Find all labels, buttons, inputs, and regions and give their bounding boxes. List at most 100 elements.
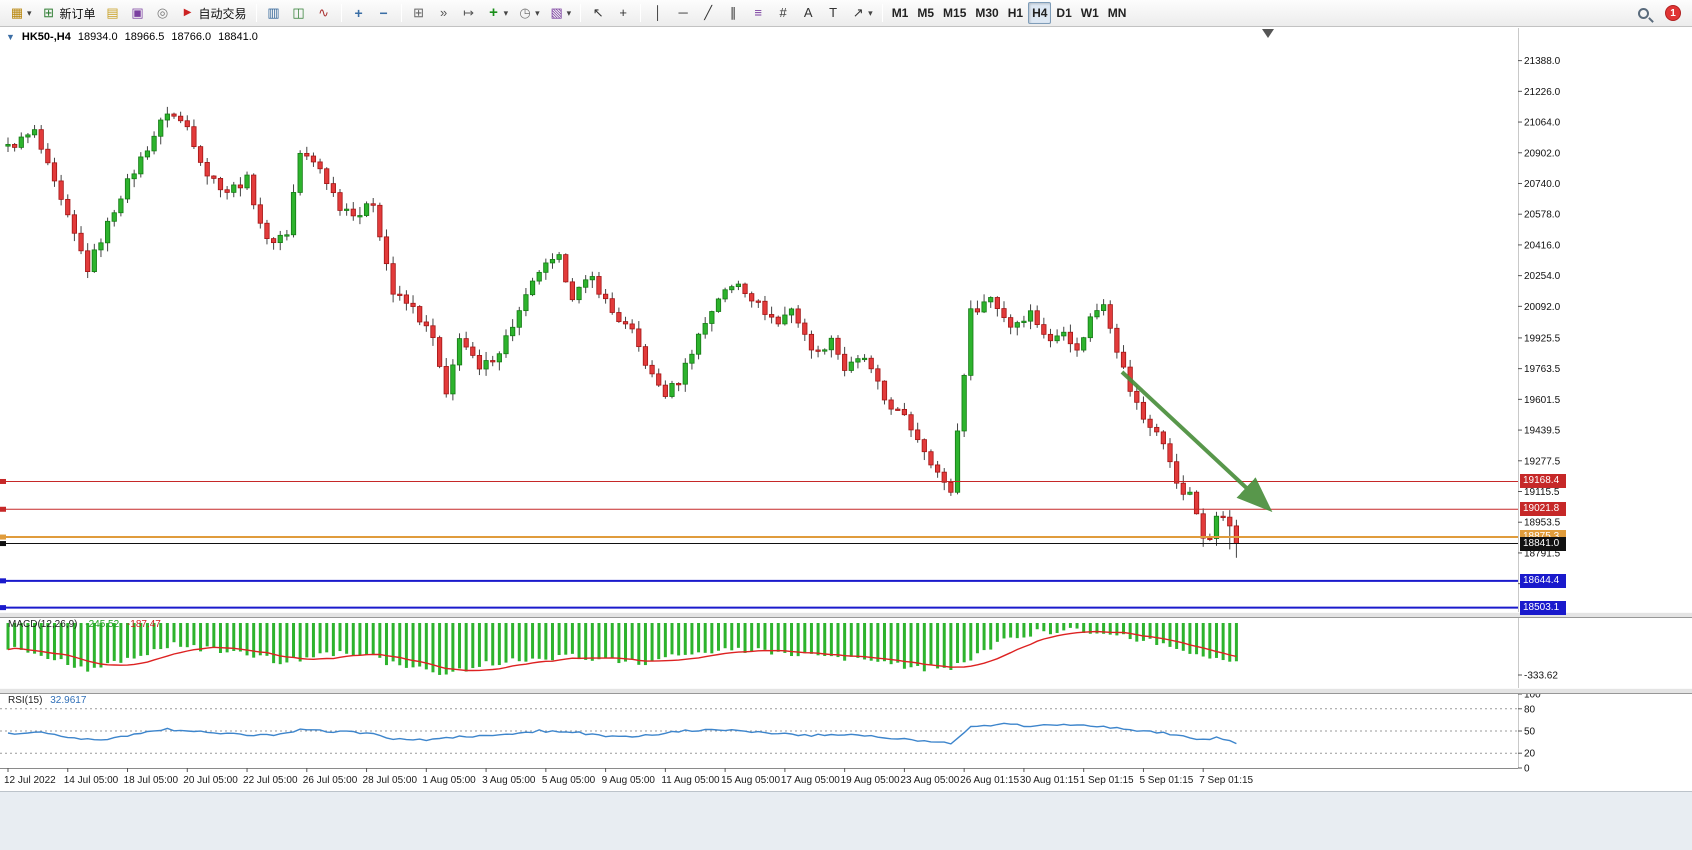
new-order-button[interactable]: ⊞ 新订单 bbox=[37, 2, 100, 24]
notification-badge[interactable]: 1 bbox=[1665, 5, 1681, 21]
price-axis-label: 20092.0 bbox=[1524, 302, 1561, 313]
price-axis-label: 20416.0 bbox=[1524, 240, 1561, 251]
price-axis-label: 20740.0 bbox=[1524, 179, 1561, 190]
autotrade-button[interactable]: ▶ 自动交易 bbox=[176, 2, 251, 24]
trend-arrow-annotation[interactable] bbox=[1120, 370, 1273, 513]
rsi-axis-label: 50 bbox=[1524, 727, 1536, 738]
timeframe-button-mn[interactable]: MN bbox=[1104, 2, 1131, 24]
grid-button[interactable]: # bbox=[771, 2, 795, 24]
price-axis-label: 20254.0 bbox=[1524, 271, 1561, 282]
fibonacci-button[interactable]: ≡ bbox=[746, 2, 770, 24]
crosshair-icon: + bbox=[619, 5, 627, 20]
horizontal-line-button[interactable]: ─ bbox=[671, 2, 695, 24]
horizontal-line-icon: ─ bbox=[678, 5, 688, 20]
price-axis-label: 19115.5 bbox=[1524, 487, 1560, 498]
new-chart-button[interactable]: ▦ ▾ bbox=[5, 2, 36, 24]
price-axis-label: 21388.0 bbox=[1524, 56, 1561, 67]
price-levels-layer bbox=[0, 478, 1518, 611]
text-label-button[interactable]: T bbox=[821, 2, 845, 24]
timeframe-button-m15[interactable]: M15 bbox=[939, 2, 970, 24]
pane-divider-rsi[interactable] bbox=[0, 688, 1692, 694]
price-axis-label: 20578.0 bbox=[1524, 210, 1561, 221]
time-axis-label: 1 Sep 01:15 bbox=[1080, 775, 1134, 786]
crosshair-button[interactable]: + bbox=[611, 2, 635, 24]
time-axis-label: 26 Aug 01:15 bbox=[960, 775, 1019, 786]
time-axis-label: 9 Aug 05:00 bbox=[602, 775, 656, 786]
new-order-icon: ⊞ bbox=[43, 5, 54, 20]
zoom-in-button[interactable]: + bbox=[347, 2, 371, 24]
indicators-button[interactable]: + ▾ bbox=[482, 2, 513, 24]
workspace-background bbox=[0, 791, 1692, 850]
time-axis-label: 11 Aug 05:00 bbox=[661, 775, 720, 786]
auto-scroll-button[interactable]: » bbox=[432, 2, 456, 24]
trendline-icon: ╱ bbox=[704, 5, 713, 20]
macd-name: MACD(12,26,9) bbox=[8, 619, 78, 630]
tile-windows-button[interactable]: ⊞ bbox=[407, 2, 431, 24]
candles-layer bbox=[5, 106, 1239, 558]
vertical-line-button[interactable]: │ bbox=[646, 2, 670, 24]
axes-layer: 21388.0 21226.0 21064.0 20902.0 20740.0 20578… bbox=[0, 28, 1561, 786]
timeframe-button-h1[interactable]: H1 bbox=[1004, 2, 1027, 24]
rsi-name: RSI(15) bbox=[8, 695, 43, 706]
time-axis-label: 28 Jul 05:00 bbox=[363, 775, 418, 786]
timeframe-group: M1 M5 M15 M30 H1 H4 D1 W1 MN bbox=[888, 2, 1131, 24]
bar-chart-button[interactable]: ▥ bbox=[262, 2, 286, 24]
profiles-button[interactable]: ▤ bbox=[101, 2, 125, 24]
templates-button[interactable]: ▧ ▾ bbox=[545, 2, 576, 24]
macd-layer: -333.62 bbox=[6, 623, 1558, 682]
zoom-out-icon: − bbox=[379, 5, 388, 21]
time-axis-label: 18 Jul 05:00 bbox=[124, 775, 179, 786]
autotrade-label: 自动交易 bbox=[198, 6, 247, 21]
arrows-tool-button[interactable]: ↗ ▾ bbox=[846, 2, 877, 24]
periods-caret-icon: ▾ bbox=[535, 7, 540, 18]
toolbar-separator bbox=[580, 4, 582, 22]
price-axis-label: 19277.5 bbox=[1524, 456, 1561, 467]
timeframe-button-h4[interactable]: H4 bbox=[1028, 2, 1052, 24]
time-axis-label: 7 Sep 01:15 bbox=[1199, 775, 1253, 786]
zoom-out-button[interactable]: − bbox=[372, 2, 396, 24]
timeframe-button-m5[interactable]: M5 bbox=[913, 2, 938, 24]
trendline-button[interactable]: ╱ bbox=[696, 2, 720, 24]
grid-icon: # bbox=[779, 5, 787, 20]
pane-divider-macd[interactable] bbox=[0, 612, 1692, 618]
vertical-line-icon: │ bbox=[654, 5, 663, 20]
line-chart-icon: ∿ bbox=[318, 5, 330, 20]
cursor-icon: ↖ bbox=[592, 5, 604, 20]
price-axis-label: 19925.5 bbox=[1524, 333, 1561, 344]
search-button[interactable] bbox=[1634, 2, 1657, 24]
time-axis-label: 20 Jul 05:00 bbox=[183, 775, 238, 786]
new-order-label: 新订单 bbox=[59, 6, 96, 21]
rsi-axis-label: 0 bbox=[1524, 764, 1530, 775]
indicators-caret-icon: ▾ bbox=[503, 7, 509, 18]
toolbar: ▦ ▾ ⊞ 新订单 ▤ ▣ ◎ ▶ 自动交易 ▥ ◫ ∿ + − ⊞ » ↦ + ▾… bbox=[0, 0, 1692, 27]
market-watch-button[interactable]: ▣ bbox=[126, 2, 150, 24]
timeframe-button-w1[interactable]: W1 bbox=[1077, 2, 1103, 24]
navigator-button[interactable]: ◎ bbox=[151, 2, 175, 24]
cursor-button[interactable]: ↖ bbox=[586, 2, 610, 24]
one-click-trading-arrow-icon[interactable]: ▼ bbox=[6, 32, 15, 42]
text-button[interactable]: A bbox=[796, 2, 820, 24]
auto-scroll-icon: » bbox=[439, 5, 448, 20]
channel-button[interactable]: ∥ bbox=[721, 2, 745, 24]
periods-button[interactable]: ◷ ▾ bbox=[513, 2, 544, 24]
search-icon bbox=[1638, 7, 1649, 19]
candlestick-button[interactable]: ◫ bbox=[287, 2, 311, 24]
new-chart-icon: ▦ bbox=[10, 5, 24, 20]
price-axis-label: 20902.0 bbox=[1524, 148, 1561, 159]
templates-caret-icon: ▾ bbox=[566, 7, 572, 18]
navigator-icon: ◎ bbox=[156, 5, 169, 20]
arrows-tool-icon: ↗ bbox=[852, 5, 864, 20]
price-level-badge: 19021.8 bbox=[1520, 502, 1566, 517]
ohlc-close: 18841.0 bbox=[218, 31, 258, 43]
chart-shift-button[interactable]: ↦ bbox=[457, 2, 481, 24]
timeframe-button-m30[interactable]: M30 bbox=[971, 2, 1002, 24]
periods-icon: ◷ bbox=[519, 5, 531, 20]
toolbar-separator bbox=[340, 4, 342, 22]
time-axis-label: 30 Aug 01:15 bbox=[1020, 775, 1079, 786]
line-chart-button[interactable]: ∿ bbox=[312, 2, 336, 24]
macd-axis-label: -333.62 bbox=[1524, 671, 1558, 682]
templates-icon: ▧ bbox=[550, 5, 563, 20]
timeframe-button-m1[interactable]: M1 bbox=[888, 2, 913, 24]
timeframe-button-d1[interactable]: D1 bbox=[1052, 2, 1075, 24]
